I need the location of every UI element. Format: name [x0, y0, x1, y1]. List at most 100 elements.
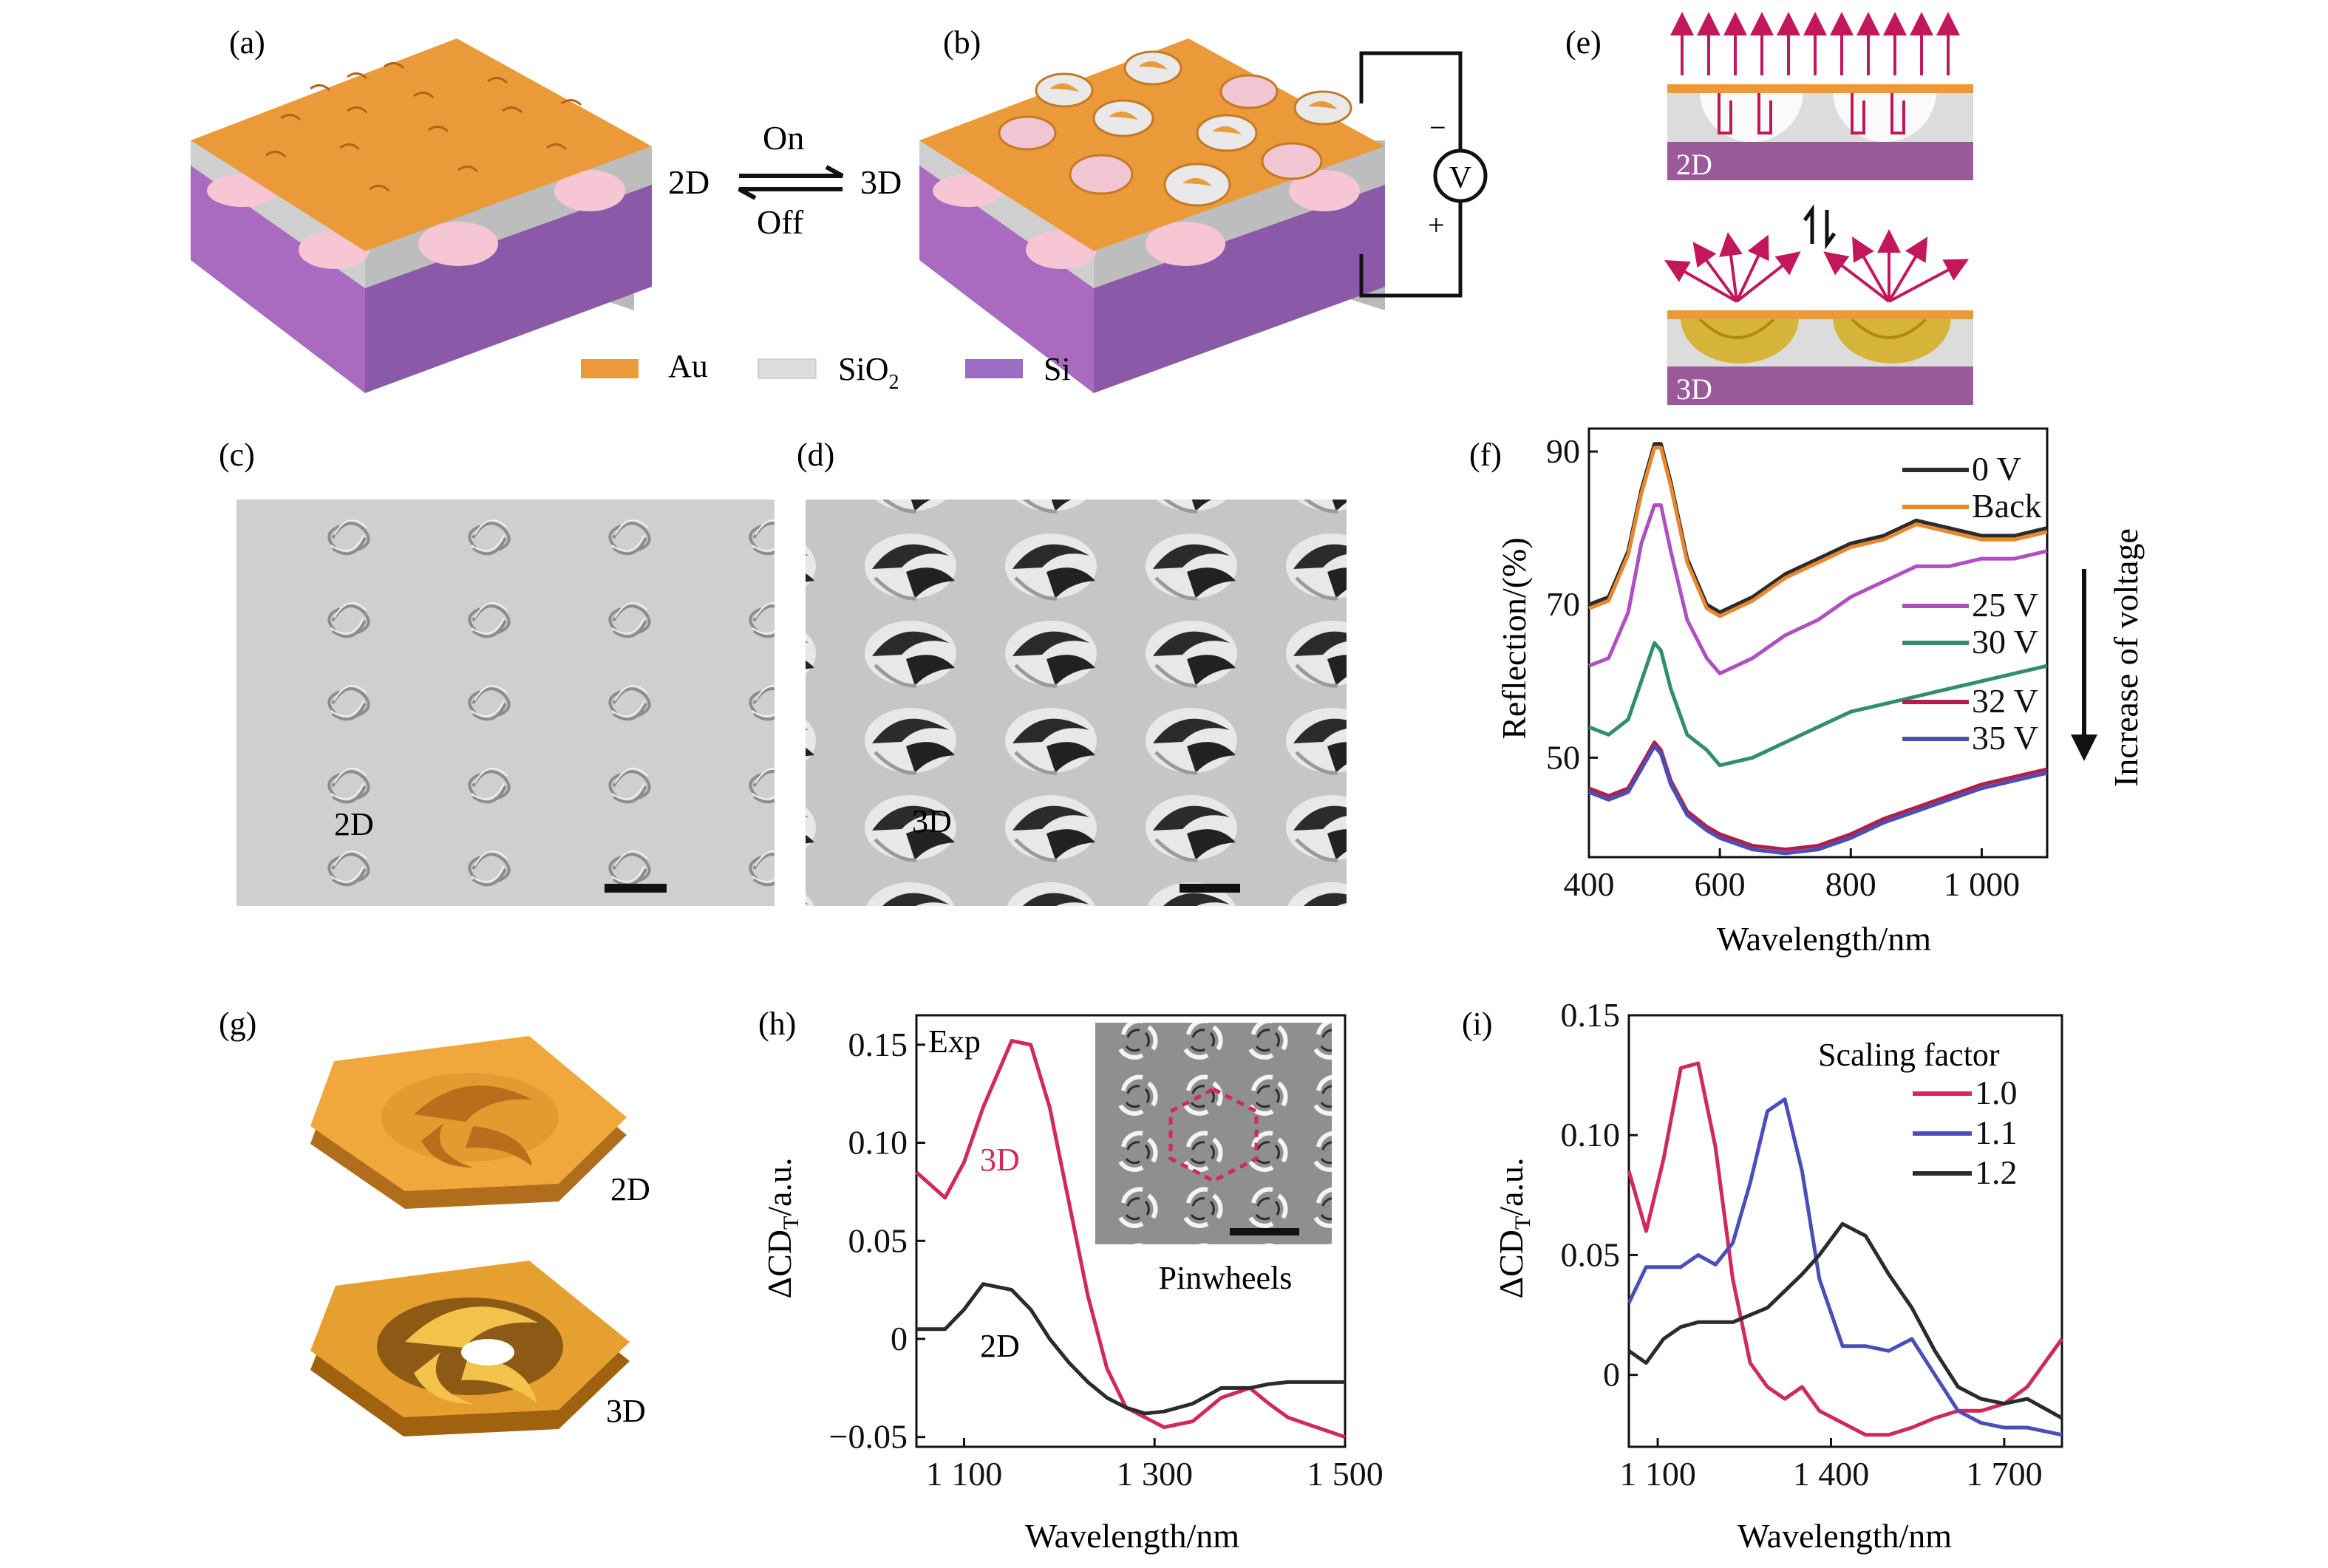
chart-f-xtick-label: 1 000 [1944, 865, 2021, 903]
chart-i-ytick-label: 0.10 [1561, 1116, 1621, 1153]
chart-f-xtick-label: 400 [1564, 865, 1615, 903]
reversible-arrows [1803, 204, 1837, 250]
chart-f-series-line [1588, 446, 2048, 618]
chart-h-frame [915, 1014, 1347, 1448]
chart-h-exp-label: Exp [928, 1023, 981, 1060]
chart-f-ytick-label: 50 [1546, 738, 1580, 776]
model-label-3d: 3D [606, 1393, 646, 1429]
pinwheel-2d-model [310, 1036, 627, 1209]
chart-i-frame [1627, 1014, 2063, 1448]
chart-h-curve-label-2d: 2D [980, 1328, 1020, 1364]
chart-i-ylabel: ΔCDT/a.u. [1492, 1157, 1535, 1298]
minus-sign: − [1429, 111, 1446, 144]
chart-f-legend-label: 25 V [1972, 586, 2038, 624]
chart-i-xtick-label: 1 100 [1619, 1455, 1696, 1493]
sem-label-2d: 2D [334, 806, 374, 842]
chart-f-ytick-label: 70 [1546, 585, 1580, 623]
model-label-2d: 2D [610, 1171, 650, 1207]
chart-h-series-line [916, 1282, 1345, 1416]
voltmeter-label: V [1449, 161, 1471, 195]
panel-label-a: (a) [229, 24, 265, 61]
chart-i-legend-label: 1.2 [1975, 1153, 2018, 1191]
chart-f-series-line [1588, 744, 2048, 856]
chart-f-ytick-label: 90 [1546, 432, 1580, 470]
chart-f-xlabel: Wavelength/nm [1717, 920, 1931, 958]
chart-h-curve-label-3d: 3D [980, 1142, 1020, 1178]
voltmeter-icon [1433, 149, 1488, 203]
chart-h-xtick-label: 1 100 [926, 1455, 1003, 1493]
chart-f-legend-label: 0 V [1972, 450, 2021, 488]
switch-on-label: On [763, 119, 804, 157]
pinwheel-3d-model [310, 1261, 630, 1436]
chart-h-ytick-label: 0.10 [848, 1124, 908, 1162]
chart-i-xtick-label: 1 700 [1966, 1455, 2043, 1493]
legend-label-sio2: SiO2 [838, 351, 899, 394]
chart-i-legend-label: 1.1 [1975, 1114, 2018, 1151]
panel-label-h: (h) [758, 1006, 796, 1042]
chart-f-ylabel: Reflection/(%) [1495, 537, 1533, 739]
chart-h-ytick-label: 0.15 [848, 1026, 908, 1063]
chart-i-series-line [1627, 1097, 2063, 1437]
chart-f-legend-label: 35 V [1972, 719, 2038, 757]
schematic-3d-label: 3D [1676, 372, 1712, 406]
panel-label-d: (d) [797, 437, 834, 473]
sem-image-3d [806, 500, 1347, 906]
chart-f-series-line [1588, 641, 2048, 768]
chart-h-xtick-label: 1 300 [1116, 1455, 1193, 1493]
chart-f-xtick-label: 800 [1825, 865, 1876, 903]
chart-h-ytick-label: −0.05 [829, 1418, 908, 1456]
material-legend: Au SiO2 Si [581, 348, 1071, 394]
chart-f-legend-label: 30 V [1972, 623, 2038, 661]
chart-i-legend-label: 1.0 [1975, 1074, 2018, 1111]
chart-h-ytick-label: 0 [891, 1320, 908, 1357]
voltage-circuit [1359, 51, 1463, 298]
chart-cd-scaling: 1 100 1 400 1 700 0 0.05 0.10 0.15 1.01.11.2 [1561, 996, 2064, 1493]
panel-label-c: (c) [219, 437, 255, 473]
chart-i-ytick-label: 0.05 [1561, 1235, 1621, 1273]
sem-image-2d [236, 500, 775, 906]
chart-f-frame [1587, 427, 2049, 859]
panel-label-g: (g) [219, 1006, 256, 1042]
chart-i-series-line [1627, 1061, 2064, 1437]
state-label-2d: 2D [668, 163, 709, 201]
scale-bar-d [1180, 884, 1240, 893]
inset-caption: Pinwheels [1159, 1260, 1293, 1296]
chart-i-legend-title: Scaling factor [1818, 1037, 2000, 1073]
chart-i-ytick-label: 0.15 [1561, 996, 1621, 1034]
switch-off-label: Off [757, 203, 804, 241]
chart-f-side-note: Increase of voltage [2107, 528, 2145, 787]
inset-sem-pinwheels [1095, 1023, 1332, 1244]
device-3d-illustration [919, 38, 1385, 393]
sem-label-3d: 3D [912, 803, 952, 839]
switch-arrows [738, 165, 844, 200]
legend-label-au: Au [668, 348, 708, 384]
panel-label-f: (f) [1469, 437, 1502, 473]
legend-swatch-si [965, 359, 1023, 378]
chart-f-series-line [1588, 503, 2048, 675]
chart-f-series-line [1588, 740, 2048, 852]
chart-i-ytick-label: 0 [1603, 1356, 1620, 1394]
chart-h-xlabel: Wavelength/nm [1025, 1517, 1239, 1555]
chart-f-legend-label: 32 V [1972, 682, 2038, 720]
legend-swatch-sio2 [758, 358, 817, 379]
chart-i-xtick-label: 1 400 [1793, 1455, 1870, 1493]
device-2d-illustration [191, 38, 652, 393]
schematic-2d-label: 2D [1676, 148, 1712, 181]
inset-scale-bar [1230, 1228, 1299, 1235]
chart-f-legend-label: Back [1972, 487, 2042, 525]
chart-h-ytick-label: 0.05 [848, 1221, 908, 1259]
chart-i-xlabel: Wavelength/nm [1738, 1517, 1952, 1555]
panel-label-b: (b) [943, 24, 981, 61]
chart-i-series-line [1627, 1221, 2063, 1420]
chart-cd-exp: 1 100 1 300 1 500 −0.05 0 0.05 0.10 0.15 [829, 1014, 1383, 1493]
chart-h-series-line [915, 1039, 1346, 1439]
scale-bar-c [605, 884, 667, 893]
panel-label-e: (e) [1565, 24, 1602, 61]
chart-h-ylabel: ΔCDT/a.u. [760, 1157, 803, 1298]
state-label-3d: 3D [860, 163, 902, 201]
legend-label-si: Si [1044, 351, 1071, 387]
schematic-2d [1667, 12, 1973, 180]
chart-f-xtick-label: 600 [1695, 865, 1746, 903]
